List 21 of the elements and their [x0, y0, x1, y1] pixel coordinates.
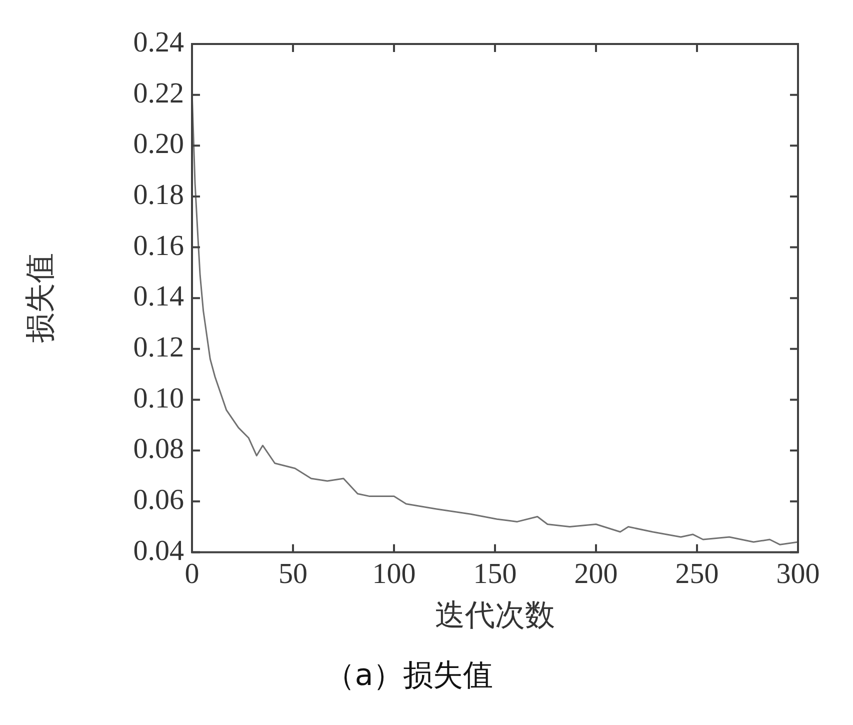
x-axis-title: 迭代次数	[435, 598, 555, 632]
y-tick-label: 0.22	[133, 77, 184, 110]
y-tick-label: 0.10	[133, 382, 184, 414]
y-tick-label: 0.16	[133, 230, 184, 262]
y-tick-label: 0.04	[133, 534, 184, 567]
x-tick-label: 0	[184, 558, 200, 590]
y-tick-label: 0.24	[133, 26, 184, 59]
x-tick-label: 100	[372, 558, 416, 590]
y-tick-label: 0.12	[133, 332, 184, 364]
y-axis-title: 损失值	[24, 253, 57, 344]
x-tick-label: 150	[473, 558, 517, 590]
x-tick-label: 300	[776, 558, 820, 590]
x-tick-label: 50	[278, 558, 308, 590]
y-tick-label: 0.08	[133, 433, 184, 466]
text: （a）损失值	[324, 658, 494, 693]
y-tick-label: 0.06	[133, 484, 184, 516]
y-tick-label: 0.18	[133, 179, 184, 212]
x-tick-label: 250	[675, 558, 719, 590]
y-tick-label: 0.20	[133, 128, 184, 160]
x-tick-label: 200	[574, 558, 618, 590]
y-tick-label: 0.14	[133, 280, 184, 313]
